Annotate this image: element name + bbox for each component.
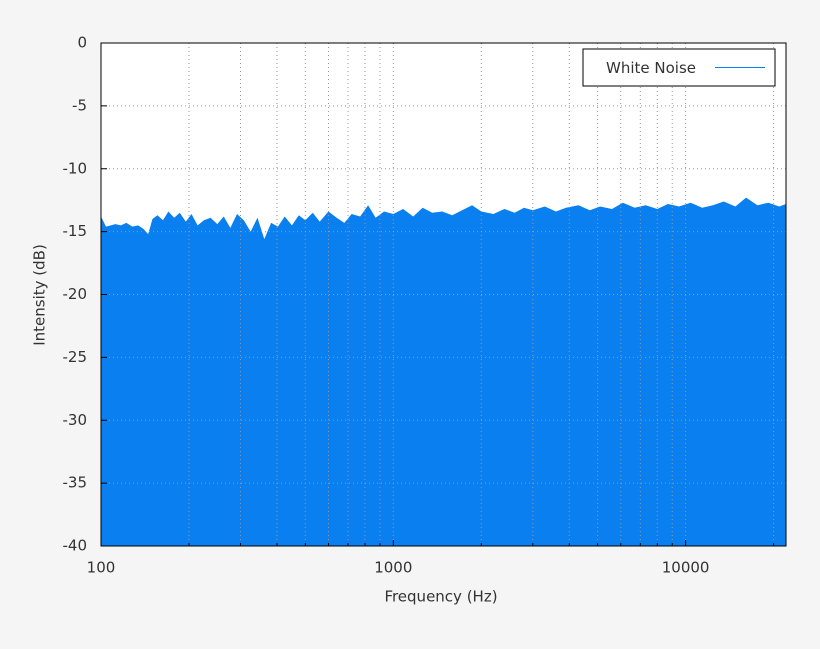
y-tick-label: 0	[77, 34, 87, 52]
y-tick-label: -10	[63, 159, 88, 177]
y-tick-label: -5	[72, 96, 87, 114]
x-axis-label: Frequency (Hz)	[384, 588, 497, 606]
x-tick-label: 100	[87, 559, 116, 577]
y-tick-label: -35	[63, 474, 88, 492]
y-tick-label: -20	[63, 285, 88, 303]
y-axis-label: Intensity (dB)	[31, 244, 49, 346]
y-tick-label: -15	[63, 222, 88, 240]
y-tick-label: -40	[63, 537, 88, 555]
y-tick-label: -25	[63, 348, 88, 366]
plot-frame	[100, 42, 787, 547]
legend-label: White Noise	[606, 59, 696, 77]
area	[101, 197, 786, 547]
x-tick-label: 1000	[374, 559, 412, 577]
x-tick-label: 10000	[662, 559, 710, 577]
y-tick-label: -30	[63, 411, 88, 429]
